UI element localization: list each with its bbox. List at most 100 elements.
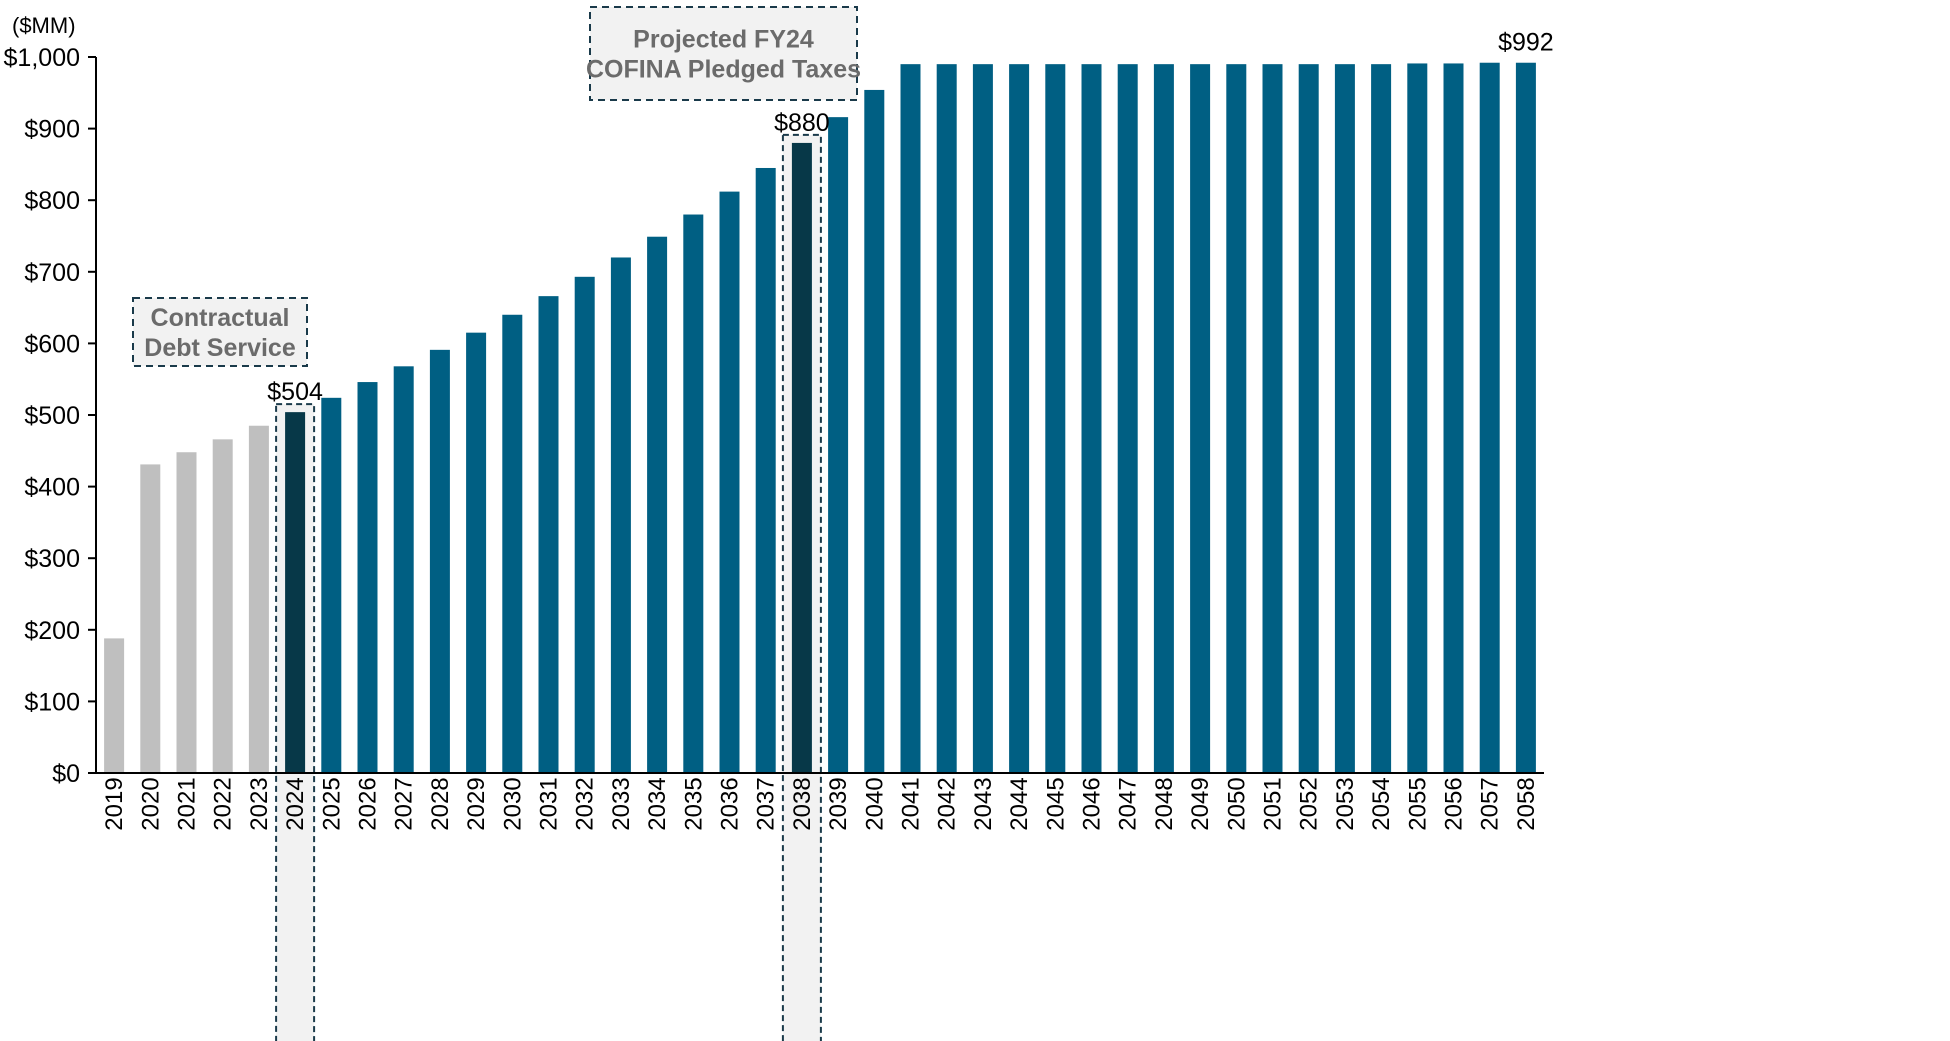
x-tick-label: 2037 [753,777,780,830]
x-tick-label: 2035 [680,777,707,830]
bar-2043 [972,64,993,773]
bar-2049 [1190,64,1211,773]
bar-2050 [1226,64,1247,773]
bar-2038 [791,142,812,774]
callout-text-line: Projected FY24 [633,26,814,54]
bar-2026 [357,382,378,773]
x-tick-label: 2023 [246,777,273,830]
y-tick-label: $0 [52,760,80,788]
bar-2027 [393,366,414,773]
bar-2022 [212,439,233,773]
x-tick-label: 2046 [1079,777,1106,830]
bar-2019 [104,638,125,773]
bar-2045 [1045,64,1066,773]
bar-2029 [466,332,487,773]
x-tick-label: 2025 [318,777,345,830]
bar-2039 [828,117,849,774]
x-tick-label: 2030 [499,777,526,830]
x-tick-label: 2028 [427,777,454,830]
bar-2034 [647,236,668,773]
y-axis-unit-label: ($MM) [12,13,76,38]
x-tick-label: 2052 [1296,777,1323,830]
x-tick-label: 2038 [789,777,816,830]
bar-2037 [755,167,776,774]
y-tick-label: $600 [24,330,80,358]
x-tick-label: 2021 [174,777,201,830]
bar-2041 [900,64,921,773]
labels-layer: $504 $880 $992 [267,29,1553,406]
x-tick-label: 2042 [934,777,961,830]
bar-2020 [140,464,161,773]
x-tick-label: 2036 [717,777,744,830]
x-tick-label: 2040 [861,777,888,830]
x-tick-label: 2029 [463,777,490,830]
bar-2025 [321,397,342,773]
y-tick-label: $400 [24,474,80,502]
callout-text-line: COFINA Pledged Taxes [586,56,861,84]
y-tick-label: $900 [24,116,80,144]
bar-2048 [1153,64,1174,773]
bar-2040 [864,89,885,774]
bar-2056 [1443,63,1464,774]
x-tick-label: 2039 [825,777,852,830]
x-tick-label: 2055 [1404,777,1431,830]
x-tick-label: 2054 [1368,777,1395,830]
y-tick-label: $300 [24,545,80,573]
y-tick-label: $200 [24,617,80,645]
x-tick-label: 2019 [101,777,128,830]
y-tick-label: $500 [24,402,80,430]
bar-2055 [1407,63,1428,774]
x-tick-label: 2044 [1006,777,1033,830]
bar-2024 [285,412,306,773]
bar-2047 [1117,64,1138,773]
x-tick-label: 2041 [898,777,925,830]
x-tick-label: 2050 [1223,777,1250,830]
bar-2031 [538,296,559,773]
callout-text-line: Contractual [151,304,290,332]
x-tick-label: 2048 [1151,777,1178,830]
bar-2032 [574,276,595,773]
callout-box [132,297,308,367]
bar-2051 [1262,64,1283,773]
bar-2053 [1334,64,1355,773]
x-tick-label: 2056 [1441,777,1468,830]
bar-2035 [683,214,704,773]
bar-2023 [248,425,269,773]
callout-box [589,6,858,101]
callout-text-line: Debt Service [144,334,296,362]
bar-2033 [610,257,631,774]
y-tick-label: $700 [24,259,80,287]
y-tick-label: $800 [24,187,80,215]
x-tick-label: 2058 [1513,777,1540,830]
data-label-2038: $880 [774,109,830,137]
x-tick-label: 2051 [1260,777,1287,830]
x-tick-label: 2024 [282,777,309,830]
x-tick-label: 2049 [1187,777,1214,830]
x-tick-label: 2034 [644,777,671,830]
bar-2057 [1479,62,1500,773]
x-tick-label: 2032 [572,777,599,830]
bars-layer [104,62,1536,774]
x-tick-label: 2020 [137,777,164,830]
y-tick-label: $1,000 [4,44,80,72]
x-tick-label: 2031 [536,777,563,830]
bar-2028 [429,349,450,773]
bar-2030 [502,314,523,773]
x-tick-label: 2045 [1042,777,1069,830]
x-tick-label: 2027 [391,777,418,830]
data-label-2058: $992 [1498,29,1554,57]
bar-2054 [1371,64,1392,773]
bar-2042 [936,64,957,773]
bar-2036 [719,191,740,773]
axis-layer: $0 $100 $200 $300 $400 $500 $600 $700 $800 $900 $1… [4,44,1544,831]
bar-2052 [1298,64,1319,773]
x-tick-label: 2033 [608,777,635,830]
bar-2046 [1081,64,1102,773]
bar-2058 [1515,62,1536,773]
data-label-2024: $504 [267,378,323,406]
